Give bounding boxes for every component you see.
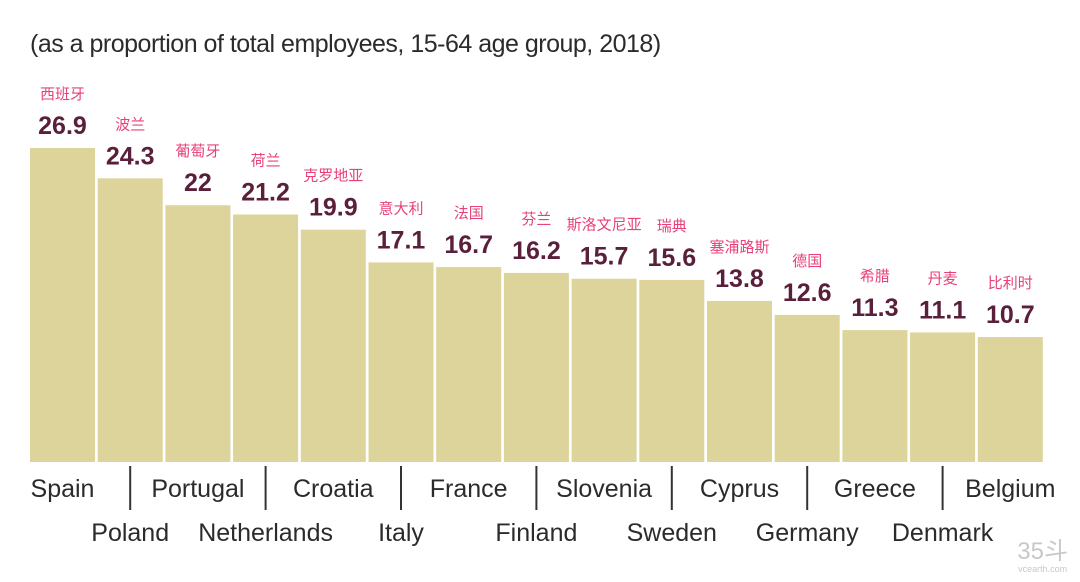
value-label: 22 [184, 169, 212, 197]
chinese-label: 丹麦 [928, 269, 958, 287]
chinese-label: 波兰 [115, 115, 145, 133]
bar-netherlands [233, 214, 299, 462]
value-label: 19.9 [309, 194, 358, 222]
chinese-label: 法国 [454, 204, 484, 222]
value-label: 15.7 [580, 243, 629, 271]
watermark-site: vcearth.com [1018, 564, 1068, 574]
bar-greece [842, 330, 908, 462]
chinese-label: 希腊 [860, 267, 890, 285]
chart-subtitle: (as a proportion of total employees, 15-… [30, 30, 661, 58]
chinese-label: 意大利 [378, 199, 423, 217]
category-label: Portugal [151, 475, 244, 503]
category-label: France [430, 475, 508, 503]
category-label: Italy [378, 519, 424, 547]
chinese-label: 葡萄牙 [175, 142, 220, 160]
bar-portugal [165, 205, 231, 462]
value-label: 21.2 [241, 179, 290, 207]
value-label: 16.2 [512, 237, 561, 265]
chinese-label: 德国 [792, 252, 822, 270]
value-label: 15.6 [647, 244, 696, 272]
value-label: 11.1 [919, 296, 966, 324]
bar-sweden [639, 279, 705, 462]
category-label: Finland [495, 519, 577, 547]
bar-italy [368, 262, 434, 462]
bar-spain [30, 148, 95, 462]
category-label: Germany [756, 519, 859, 547]
bar-germany [774, 314, 840, 462]
value-label: 17.1 [377, 226, 426, 254]
bar-belgium [977, 337, 1043, 462]
category-label: Denmark [892, 519, 994, 547]
bar-france [436, 267, 502, 462]
value-label: 10.7 [986, 301, 1035, 329]
value-label: 16.7 [444, 231, 493, 259]
category-label: Croatia [293, 475, 374, 503]
category-label: Netherlands [198, 519, 333, 547]
category-label: Cyprus [700, 475, 779, 503]
chinese-label: 斯洛文尼亚 [567, 216, 642, 234]
value-label: 26.9 [38, 112, 87, 140]
bar-croatia [300, 229, 366, 462]
chinese-label: 比利时 [988, 274, 1033, 292]
bar-slovenia [571, 278, 637, 462]
chinese-label: 荷兰 [251, 152, 281, 170]
category-label: Belgium [965, 475, 1055, 503]
chinese-label: 塞浦路斯 [709, 238, 769, 256]
category-label: Slovenia [556, 475, 652, 503]
bar-finland [503, 272, 569, 462]
category-label: Poland [91, 519, 169, 547]
category-label: Greece [834, 475, 916, 503]
chinese-label: 克罗地亚 [303, 167, 363, 185]
category-label: Spain [31, 475, 95, 503]
chinese-label: 芬兰 [521, 210, 551, 228]
watermark: 35斗 vcearth.com [1017, 538, 1068, 575]
value-label: 24.3 [106, 142, 155, 170]
value-label: 12.6 [783, 279, 832, 307]
value-label: 13.8 [715, 265, 764, 293]
bar-denmark [910, 332, 976, 462]
chinese-label: 西班牙 [40, 85, 85, 103]
value-label: 11.3 [851, 294, 898, 322]
category-label: Sweden [627, 519, 717, 547]
chinese-label: 瑞典 [657, 217, 687, 235]
bar-cyprus [707, 300, 772, 462]
bar-poland [97, 178, 163, 463]
watermark-logo: 35斗 [1017, 538, 1068, 565]
